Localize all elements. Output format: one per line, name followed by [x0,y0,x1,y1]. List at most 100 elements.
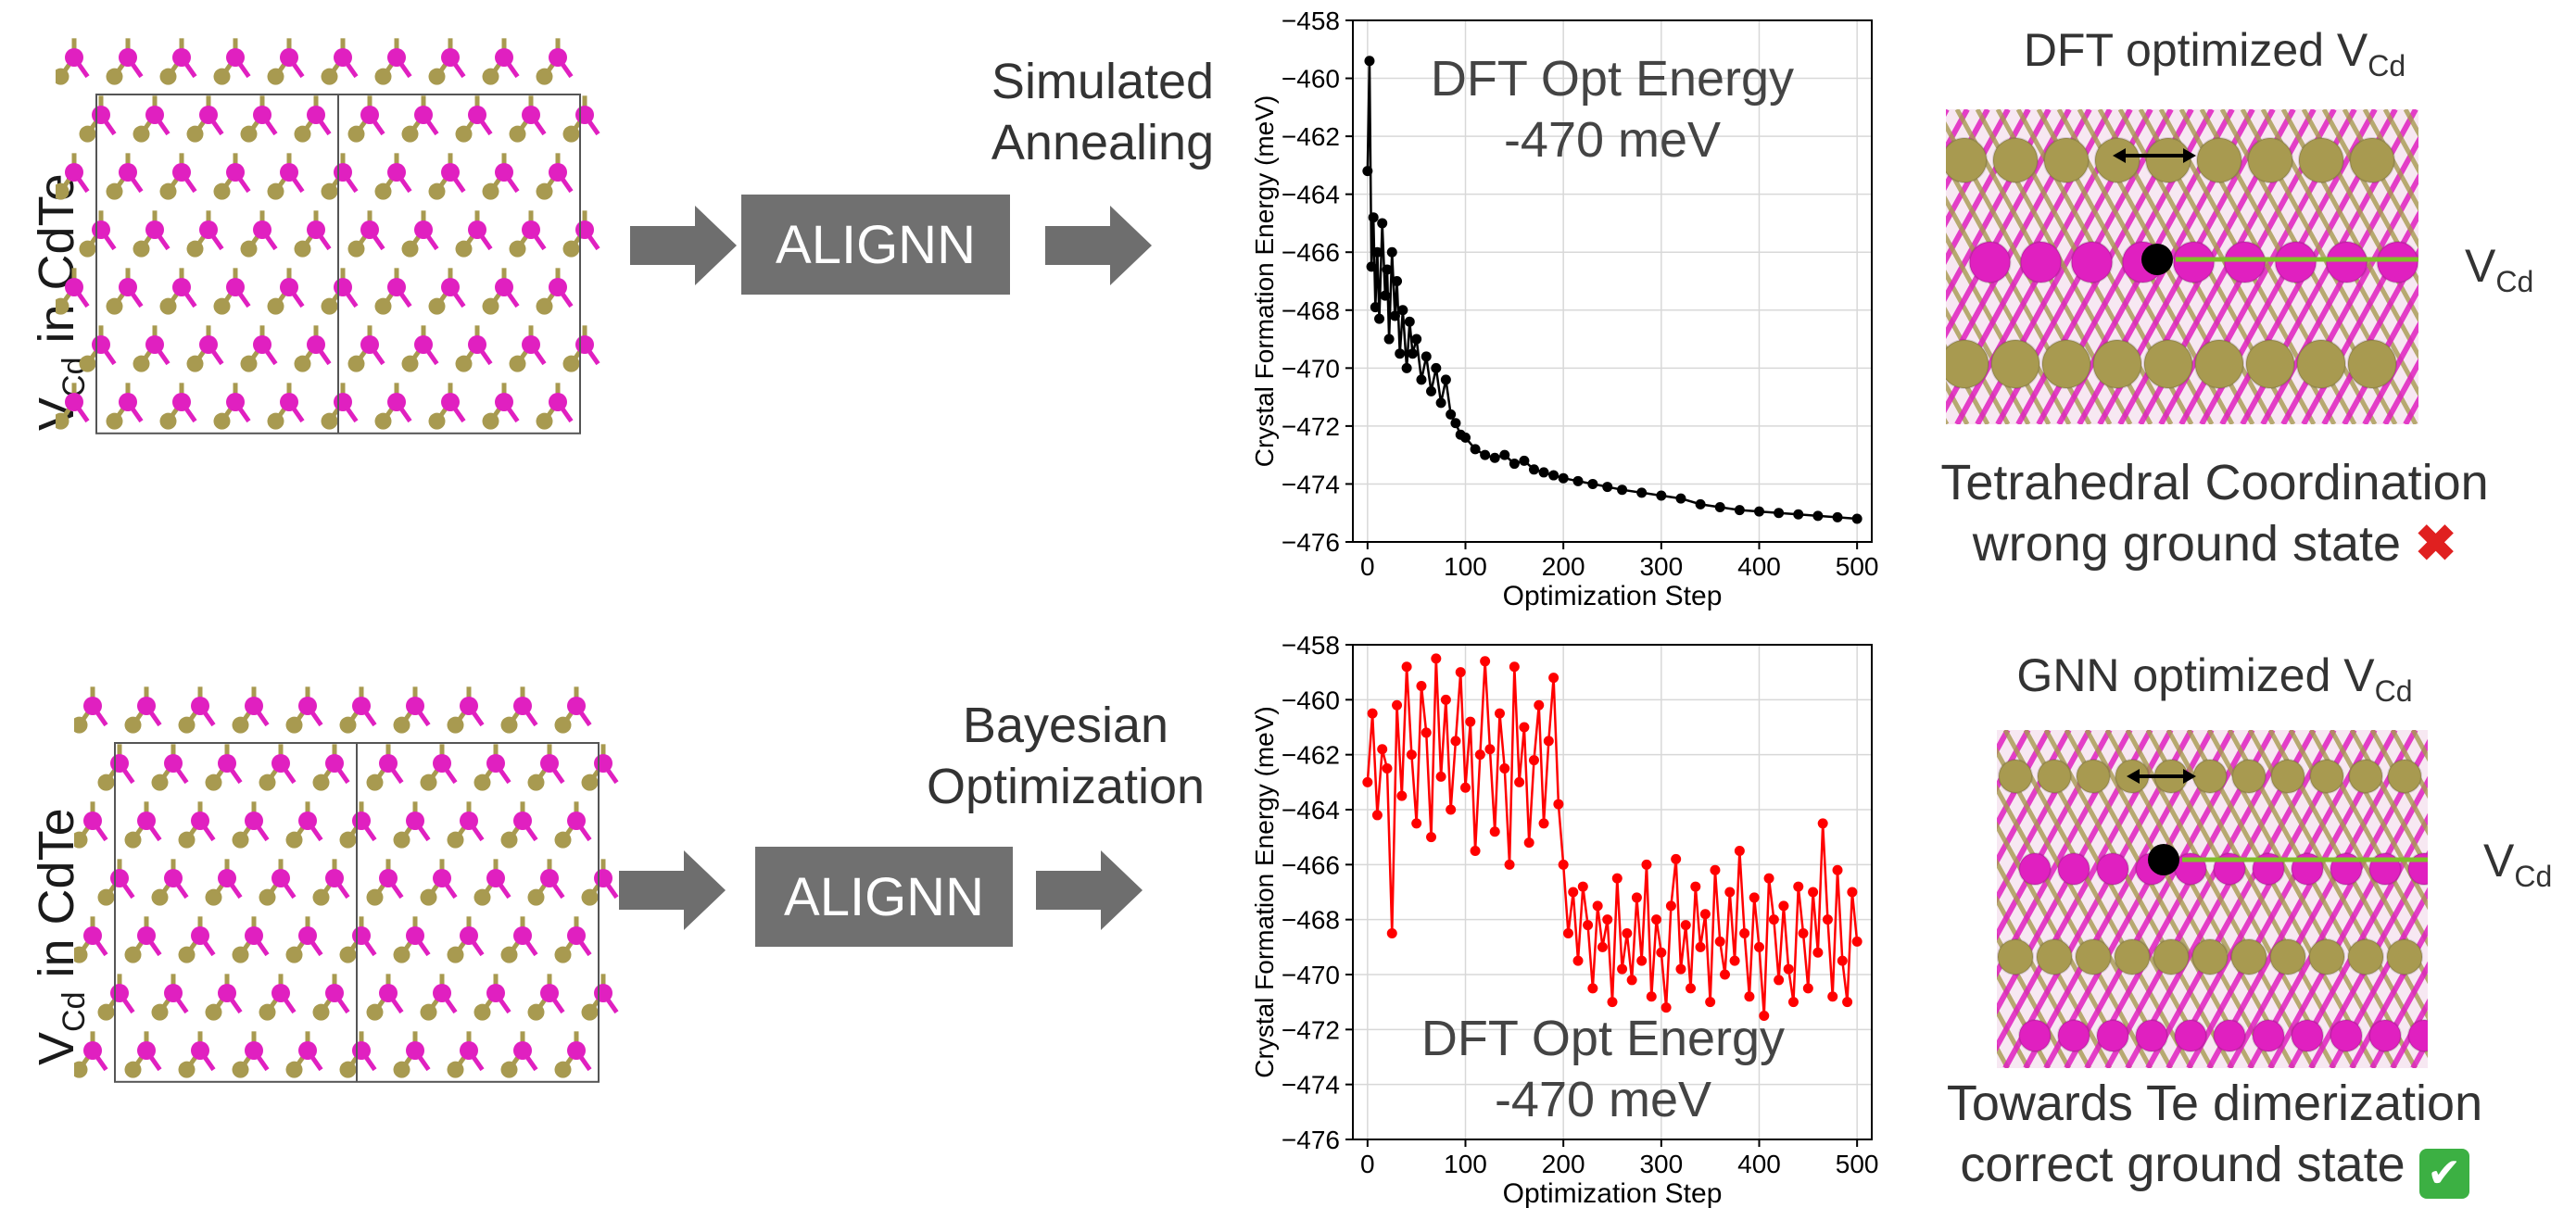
data-point [1798,928,1809,938]
cd-atom [218,984,236,1002]
data-point [1656,947,1667,958]
te-atom [428,182,446,200]
cd-atom [594,754,612,773]
te-atom [2036,938,2073,975]
te-atom [527,888,545,906]
cd-atom [575,106,594,124]
data-point [1499,763,1510,774]
cd-atom [280,393,298,411]
te-atom [294,355,311,372]
te-atom [393,946,410,963]
data-point [1465,716,1476,727]
te-atom [56,182,69,200]
data-point [1729,955,1740,966]
data-point [1370,302,1381,313]
data-point [1607,997,1618,1008]
cd-atom [137,1041,156,1060]
data-point [1470,846,1481,856]
cd-atom [226,393,245,411]
cd-atom [83,1041,102,1060]
data-point [1382,763,1393,774]
cd-atom [387,163,406,182]
cd-atom [83,697,102,715]
cd-atom [110,869,129,887]
flow-arrow-2a [619,850,726,930]
data-point [1812,510,1824,522]
caption-line2-text: wrong ground state [1972,516,2402,572]
series-line [1366,658,1859,1016]
cd-atom [92,220,110,239]
te-atom [455,125,473,143]
x-tick-label: 500 [1836,1150,1879,1178]
data-point [1480,449,1491,460]
data-point [1411,333,1422,345]
data-point [1431,362,1442,373]
data-point [1519,722,1530,733]
cd-atom [567,926,586,945]
cd-atom [334,393,352,411]
te-atom [339,1061,357,1078]
crystal-lattice-2 [74,686,619,1083]
y-tick-label: −464 [1282,181,1340,209]
te-atom [186,125,204,143]
cd-atom [245,697,263,715]
te-atom [447,716,464,734]
data-point [1362,166,1373,177]
te-atom [366,774,384,791]
te-atom [2387,759,2422,794]
data-point [1665,900,1676,912]
te-atom [205,888,222,906]
method-label-line2: Annealing [991,115,1215,170]
cd-atom [307,335,325,354]
te-atom [1946,339,1989,389]
cd-atom [2135,1019,2168,1052]
vacancy-label-main: V [2465,240,2496,292]
cd-atom [495,393,513,411]
y-tick-label: −464 [1282,796,1340,824]
data-point [1548,673,1559,684]
data-point [1602,914,1613,925]
optimized-structure-2 [1997,730,2428,1068]
te-atom [259,1003,276,1021]
data-point [1368,212,1379,223]
data-point [1538,467,1549,478]
data-point [1509,661,1520,673]
data-point [1553,799,1564,810]
cd-atom [2376,241,2418,283]
data-point [1509,459,1520,470]
data-point [1641,859,1652,870]
optimized-structure-1 [1946,109,2418,424]
te-atom [420,888,437,906]
data-point [1774,975,1785,986]
te-atom [133,240,150,258]
data-point [1778,900,1789,912]
annotation-line1: DFT Opt Energy [1421,1011,1786,1066]
cd-atom [119,278,137,296]
te-atom [2347,938,2384,975]
cd-atom [191,1041,209,1060]
cd-atom [414,106,433,124]
data-point [1675,963,1686,975]
data-point [1577,881,1588,892]
te-atom [159,412,177,430]
te-atom [2230,938,2267,975]
te-atom [205,774,222,791]
dimer-arrow-left [2127,769,2140,784]
data-point [1460,432,1471,443]
data-point [1793,509,1804,520]
data-point [1749,892,1760,903]
cd-atom [495,48,513,67]
te-atom [2349,137,2395,183]
te-atom [106,68,123,85]
cd-atom [1968,241,2012,283]
data-point [1572,475,1584,486]
method-label-line1: Bayesian [962,698,1169,753]
cd-atom [352,812,371,830]
te-atom [536,412,553,430]
te-atom [447,1061,464,1078]
y-tick-label: −458 [1282,6,1340,35]
data-point [1592,900,1603,912]
annotation-line2: -470 meV [1494,1072,1712,1127]
method-label-line2: Optimization [926,759,1206,814]
te-atom [562,240,580,258]
